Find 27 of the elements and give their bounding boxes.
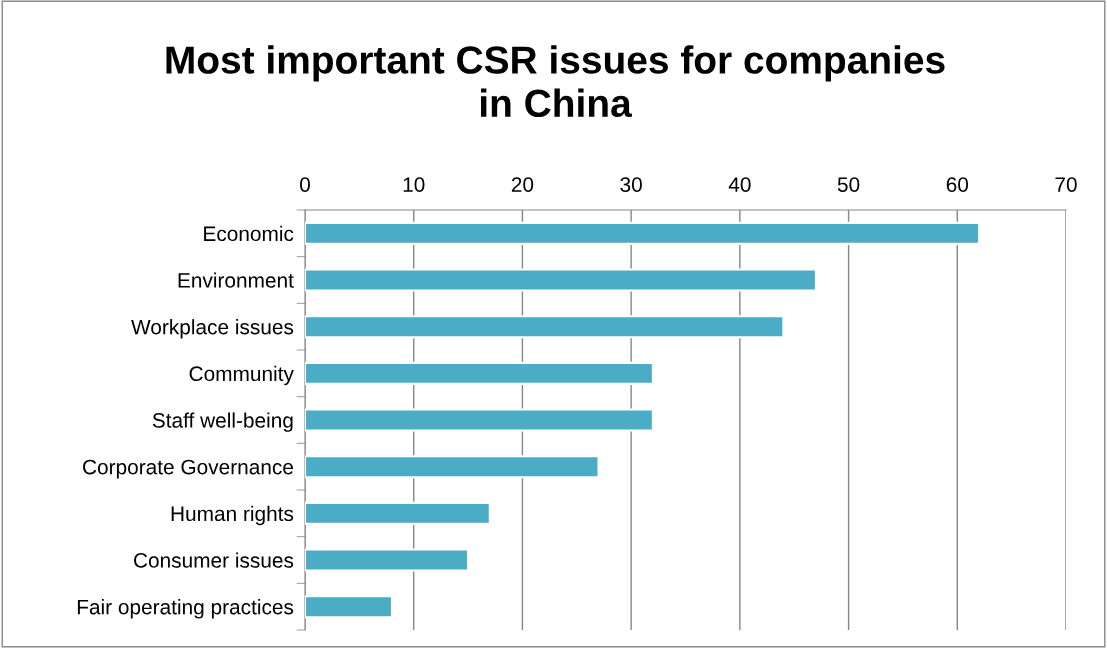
bar [305,455,600,479]
x-tick-label: 70 [1055,177,1077,192]
x-tick-label: 50 [837,177,860,192]
bar [305,548,470,572]
y-tick-label: Economic [204,225,294,242]
y-tick-label: Community [189,365,294,386]
y-tick-label: Fair operating practices [77,599,294,619]
chart-title: Most important CSR issues for companies in China [166,45,945,118]
bar [305,501,491,525]
bar [305,315,785,339]
y-tick-label: Workplace issues [131,319,294,339]
y-tick-label: Environment [178,272,294,288]
bar [305,221,981,245]
y-tick-label: Staff well-being [152,412,293,432]
y-tick-label: Human rights [171,505,294,526]
x-tick-label: 0 [300,177,310,192]
y-tick-label: Corporate Governance [83,459,293,479]
x-tick-label: 10 [403,177,425,192]
bar [305,361,654,385]
bar [305,268,817,292]
x-tick-label: 60 [946,177,969,192]
x-tick-label: 40 [728,177,751,192]
x-tick-label: 30 [620,177,642,192]
bar [305,408,654,432]
y-tick-label: Consumer issues [134,552,294,568]
bar [305,595,394,619]
x-tick-label: 20 [511,177,534,192]
